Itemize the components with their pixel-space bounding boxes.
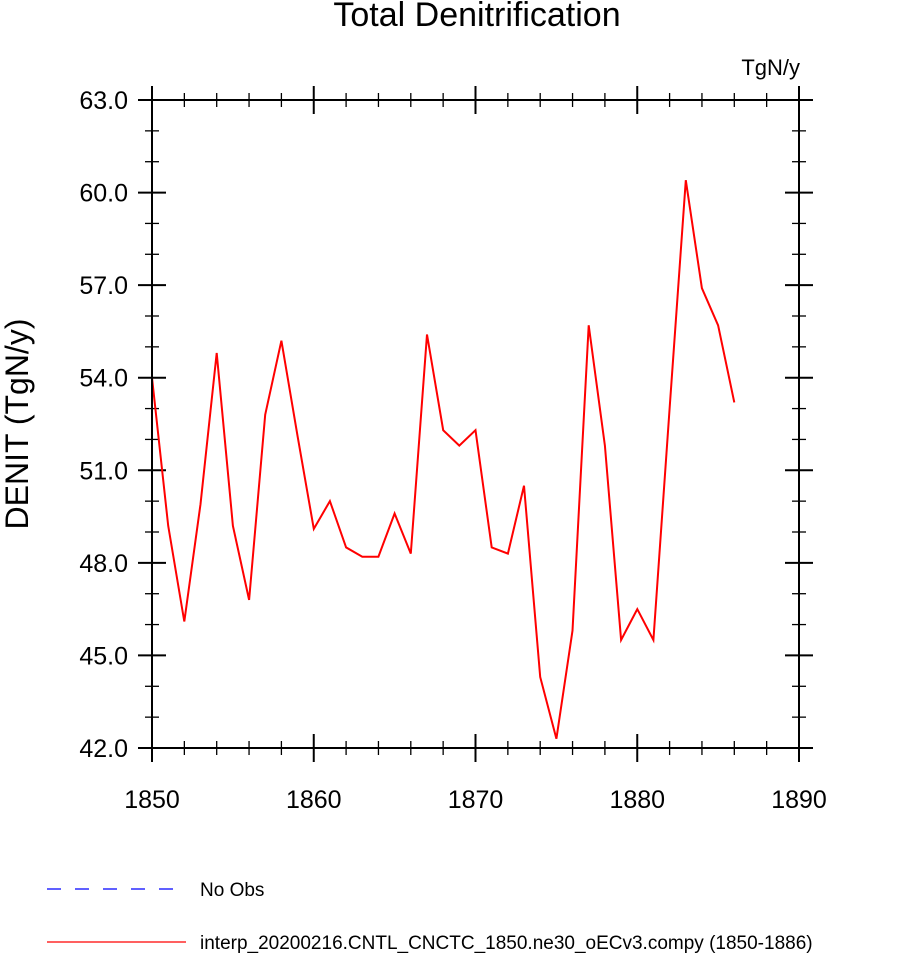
chart-title: Total Denitrification — [333, 0, 620, 34]
x-tick-label: 1850 — [124, 786, 180, 814]
legend-label: interp_20200216.CNTL_CNCTC_1850.ne30_oEC… — [200, 933, 813, 954]
legend-label: No Obs — [200, 880, 264, 901]
y-tick-labels: 42.0 45.0 48.0 51.0 54.0 57.0 60.0 63.0 — [79, 87, 128, 763]
x-tick-labels: 1850 1860 1870 1880 1890 — [124, 786, 827, 814]
units-label: TgN/y — [741, 55, 800, 80]
y-tick-label: 51.0 — [79, 457, 128, 485]
legend: No Obs interp_20200216.CNTL_CNCTC_1850.ne… — [47, 880, 813, 954]
y-tick-label: 57.0 — [79, 272, 128, 300]
series-line — [151, 180, 736, 739]
y-tick-label: 60.0 — [79, 180, 128, 208]
y-tick-label: 54.0 — [79, 365, 128, 393]
x-tick-label: 1890 — [771, 786, 827, 814]
axis-ticks — [138, 86, 813, 762]
plot-lines — [151, 180, 736, 739]
y-axis-label: DENIT (TgN/y) — [0, 319, 35, 530]
x-tick-label: 1860 — [286, 786, 342, 814]
x-tick-label: 1870 — [448, 786, 504, 814]
plot-frame — [151, 99, 800, 749]
y-tick-label: 63.0 — [79, 87, 128, 115]
y-tick-label: 45.0 — [79, 642, 128, 670]
x-tick-label: 1880 — [609, 786, 665, 814]
y-tick-label: 42.0 — [79, 735, 128, 763]
y-tick-label: 48.0 — [79, 550, 128, 578]
